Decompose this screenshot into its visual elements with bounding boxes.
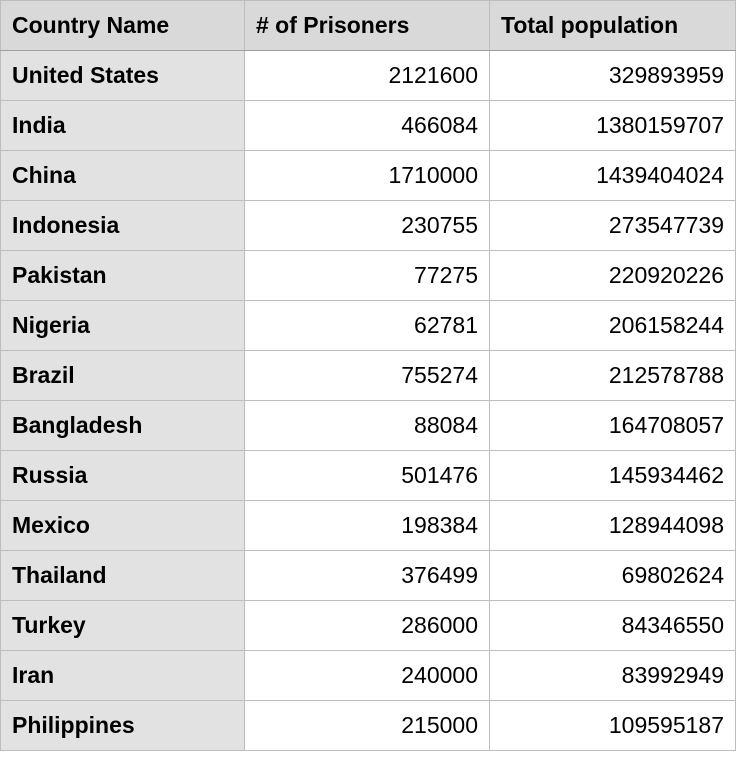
population-cell[interactable]: 145934462 (489, 450, 736, 501)
prisoners-cell[interactable]: 2121600 (244, 50, 490, 101)
prisoners-cell[interactable]: 62781 (244, 300, 490, 351)
header-row: Country Name # of Prisoners Total popula… (0, 0, 736, 51)
prisoners-cell[interactable]: 240000 (244, 650, 490, 701)
prisoners-cell[interactable]: 501476 (244, 450, 490, 501)
table-row: Mexico 198384 128944098 (0, 500, 736, 551)
header-number-of-prisoners[interactable]: # of Prisoners (244, 0, 490, 51)
prisoners-cell[interactable]: 77275 (244, 250, 490, 301)
prisoners-cell[interactable]: 376499 (244, 550, 490, 601)
table-row: Indonesia 230755 273547739 (0, 200, 736, 251)
country-name-cell[interactable]: United States (0, 50, 245, 101)
country-name-cell[interactable]: Thailand (0, 550, 245, 601)
table-row: Iran 240000 83992949 (0, 650, 736, 701)
country-name-cell[interactable]: China (0, 150, 245, 201)
prisoners-cell[interactable]: 286000 (244, 600, 490, 651)
country-name-cell[interactable]: Bangladesh (0, 400, 245, 451)
population-cell[interactable]: 84346550 (489, 600, 736, 651)
country-name-cell[interactable]: Pakistan (0, 250, 245, 301)
country-name-cell[interactable]: India (0, 100, 245, 151)
country-name-cell[interactable]: Philippines (0, 700, 245, 751)
table-row: Pakistan 77275 220920226 (0, 250, 736, 301)
country-name-cell[interactable]: Iran (0, 650, 245, 701)
country-name-cell[interactable]: Turkey (0, 600, 245, 651)
population-cell[interactable]: 128944098 (489, 500, 736, 551)
table-row: Nigeria 62781 206158244 (0, 300, 736, 351)
country-name-cell[interactable]: Brazil (0, 350, 245, 401)
population-cell[interactable]: 220920226 (489, 250, 736, 301)
population-cell[interactable]: 329893959 (489, 50, 736, 101)
country-name-cell[interactable]: Nigeria (0, 300, 245, 351)
table-body: United States 2121600 329893959 India 466084… (0, 50, 736, 751)
population-cell[interactable]: 212578788 (489, 350, 736, 401)
prisoners-cell[interactable]: 1710000 (244, 150, 490, 201)
population-cell[interactable]: 273547739 (489, 200, 736, 251)
table-row: India 466084 1380159707 (0, 100, 736, 151)
prisoners-cell[interactable]: 230755 (244, 200, 490, 251)
table-row: Russia 501476 145934462 (0, 450, 736, 501)
table-row: United States 2121600 329893959 (0, 50, 736, 101)
table-row: Bangladesh 88084 164708057 (0, 400, 736, 451)
prisoners-cell[interactable]: 198384 (244, 500, 490, 551)
table-row: Brazil 755274 212578788 (0, 350, 736, 401)
prisoners-cell[interactable]: 88084 (244, 400, 490, 451)
country-name-cell[interactable]: Mexico (0, 500, 245, 551)
population-cell[interactable]: 206158244 (489, 300, 736, 351)
table-row: Turkey 286000 84346550 (0, 600, 736, 651)
population-cell[interactable]: 1439404024 (489, 150, 736, 201)
header-total-population[interactable]: Total population (489, 0, 736, 51)
table-row: Thailand 376499 69802624 (0, 550, 736, 601)
table-row: Philippines 215000 109595187 (0, 700, 736, 751)
population-cell[interactable]: 83992949 (489, 650, 736, 701)
country-name-cell[interactable]: Russia (0, 450, 245, 501)
population-cell[interactable]: 109595187 (489, 700, 736, 751)
prisoners-cell[interactable]: 466084 (244, 100, 490, 151)
population-cell[interactable]: 69802624 (489, 550, 736, 601)
population-cell[interactable]: 1380159707 (489, 100, 736, 151)
country-name-cell[interactable]: Indonesia (0, 200, 245, 251)
table-header: Country Name # of Prisoners Total popula… (0, 0, 736, 51)
population-cell[interactable]: 164708057 (489, 400, 736, 451)
table-row: China 1710000 1439404024 (0, 150, 736, 201)
prisoners-cell[interactable]: 755274 (244, 350, 490, 401)
prisoners-cell[interactable]: 215000 (244, 700, 490, 751)
header-country-name[interactable]: Country Name (0, 0, 245, 51)
